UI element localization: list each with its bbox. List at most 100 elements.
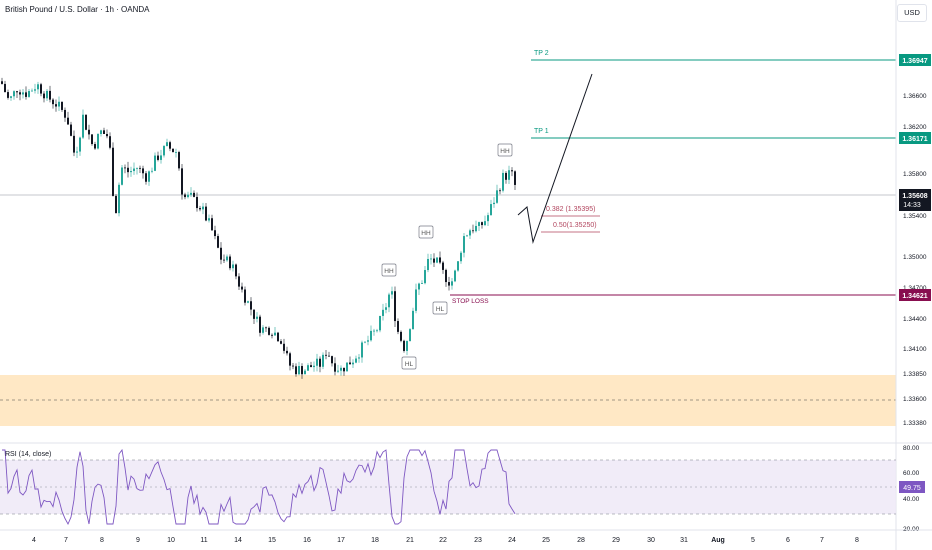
candle-body xyxy=(499,190,501,192)
candle-body xyxy=(172,148,174,153)
candle-body xyxy=(304,370,306,375)
candle-body xyxy=(391,291,393,295)
candle-body xyxy=(106,133,108,137)
swing-label-box xyxy=(401,356,417,370)
candle-body xyxy=(367,340,369,342)
candle-body xyxy=(73,135,75,153)
candle-body xyxy=(166,142,168,147)
candle-body xyxy=(181,168,183,195)
time-tick-label: 10 xyxy=(167,537,175,544)
swing-label-text: HH xyxy=(384,268,394,275)
time-tick-label: 14 xyxy=(234,537,242,544)
candle-body xyxy=(148,171,150,182)
candle-body xyxy=(442,262,444,270)
candle-body xyxy=(1,81,3,84)
candle-body xyxy=(235,264,237,277)
candle-body xyxy=(70,124,72,136)
price-axis-ticks: 1.370001.366001.362001.358001.354001.350… xyxy=(903,54,927,427)
candle-body xyxy=(319,358,321,367)
candle-body xyxy=(358,357,360,359)
candle-body xyxy=(427,258,429,271)
candle-body xyxy=(76,151,78,153)
currency-button[interactable]: USD xyxy=(897,4,927,22)
candle-body xyxy=(514,171,516,185)
candle-body xyxy=(502,172,504,191)
candle-body xyxy=(193,192,195,197)
candle-body xyxy=(28,91,30,97)
price-tick-label: 1.33380 xyxy=(903,420,927,427)
candle-body xyxy=(376,330,378,332)
time-tick-label: 22 xyxy=(439,537,447,544)
candle-body xyxy=(373,330,375,332)
candle-body xyxy=(379,315,381,331)
candle-body xyxy=(484,221,486,226)
candle-body xyxy=(418,283,420,290)
tp1-price-tag xyxy=(899,132,931,144)
candle-body xyxy=(463,236,465,253)
candle-body xyxy=(163,146,165,156)
tp1-label: TP 1 xyxy=(534,128,549,135)
candle-body xyxy=(64,109,66,118)
candle-body xyxy=(397,321,399,332)
candle-body xyxy=(478,222,480,226)
candle-body xyxy=(19,92,21,95)
candle-body xyxy=(475,225,477,232)
projection-path xyxy=(517,73,593,244)
candle-body xyxy=(346,362,348,372)
candle-body xyxy=(121,167,123,185)
rsi-line xyxy=(2,448,516,526)
candle-body xyxy=(139,167,141,169)
candle-body xyxy=(13,91,15,97)
candle-body xyxy=(355,358,357,363)
candle-body xyxy=(220,247,222,260)
time-tick-label: 23 xyxy=(474,537,482,544)
candle-body xyxy=(10,96,12,98)
candle-body xyxy=(451,281,453,286)
candle-body xyxy=(256,316,258,319)
candle-body xyxy=(394,291,396,322)
candle-body xyxy=(199,208,201,210)
candle-body xyxy=(385,307,387,310)
current-price-tag xyxy=(899,189,931,211)
tp1-price-text: 1.36171 xyxy=(902,136,927,143)
swing-label-box xyxy=(381,263,397,277)
candle-body xyxy=(280,341,282,344)
price-tick-label: 1.35000 xyxy=(903,254,927,261)
candle-body xyxy=(301,366,303,375)
candle-body xyxy=(259,316,261,333)
time-tick-label: 6 xyxy=(786,537,790,544)
candle-body xyxy=(4,83,6,93)
candle-body xyxy=(133,168,135,172)
time-tick-label: 28 xyxy=(577,537,585,544)
candle-body xyxy=(79,137,81,152)
candle-body xyxy=(421,283,423,284)
candle-body xyxy=(439,257,441,263)
candle-body xyxy=(178,152,180,169)
rsi-value-tag xyxy=(899,481,925,493)
time-tick-label: 25 xyxy=(542,537,550,544)
candle-body xyxy=(82,114,84,138)
demand-zone xyxy=(0,375,896,426)
candle-body xyxy=(268,327,270,335)
candle-body xyxy=(157,155,159,160)
time-tick-label: 8 xyxy=(100,537,104,544)
price-tick-label: 1.35800 xyxy=(903,171,927,178)
candlestick-series xyxy=(1,77,516,379)
rsi-title: RSI (14, close) xyxy=(5,451,51,458)
candle-body xyxy=(490,204,492,216)
candle-body xyxy=(445,269,447,283)
candle-body xyxy=(103,130,105,134)
candle-body xyxy=(253,309,255,319)
time-tick-label: 9 xyxy=(136,537,140,544)
candle-body xyxy=(91,134,93,145)
price-tick-label: 1.33850 xyxy=(903,371,927,378)
candle-body xyxy=(7,92,9,98)
candle-body xyxy=(241,286,243,290)
candle-body xyxy=(52,99,54,105)
candle-body xyxy=(433,258,435,263)
chart-title: British Pound / U.S. Dollar · 1h · OANDA xyxy=(5,5,150,14)
time-tick-label: 5 xyxy=(751,537,755,544)
price-tick-label: 1.35400 xyxy=(903,213,927,220)
candle-body xyxy=(100,130,102,134)
